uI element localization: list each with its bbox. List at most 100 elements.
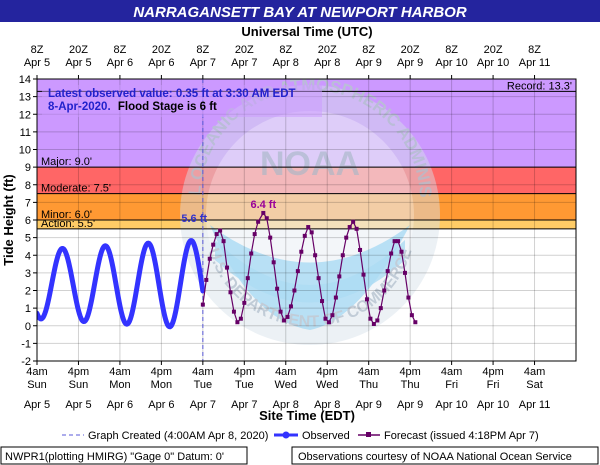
forecast-point xyxy=(207,256,212,261)
forecast-point xyxy=(354,226,359,231)
forecast-point xyxy=(364,297,369,302)
forecast-point xyxy=(396,239,401,244)
forecast-point xyxy=(378,306,383,311)
forecast-point xyxy=(330,313,335,318)
y-tick-label: 8 xyxy=(25,180,31,192)
y-tick-label: 9 xyxy=(25,162,31,174)
bottom-tick-time: 4pm xyxy=(234,366,255,378)
bottom-tick-time: 4pm xyxy=(399,366,420,378)
forecast-point xyxy=(358,247,363,252)
forecast-point xyxy=(351,219,356,224)
forecast-point xyxy=(204,277,209,282)
y-tick-label: 13 xyxy=(19,92,31,104)
top-tick-date: Apr 8 xyxy=(314,57,340,69)
bottom-tick-day: Thu xyxy=(359,379,378,391)
bottom-tick-time: 4am xyxy=(441,366,462,378)
top-tick-date: Apr 7 xyxy=(231,57,257,69)
forecast-point xyxy=(256,219,261,224)
forecast-point xyxy=(278,309,283,314)
bottom-tick-time: 4pm xyxy=(151,366,172,378)
top-tick-time: 8Z xyxy=(362,44,375,56)
y-tick-label: 10 xyxy=(19,145,31,157)
legend-graph-created: Graph Created (4:00AM Apr 8, 2020) xyxy=(88,430,268,442)
y-tick-label: 3 xyxy=(25,268,31,280)
legend-observed: Observed xyxy=(302,430,350,442)
observed-series xyxy=(37,238,206,330)
forecast-point xyxy=(275,286,280,291)
bottom-tick-day: Tue xyxy=(235,379,254,391)
forecast-point xyxy=(413,320,418,325)
top-tick-time: 20Z xyxy=(69,44,88,56)
top-tick-time: 8Z xyxy=(528,44,541,56)
bottom-tick-time: 4am xyxy=(26,366,47,378)
bottom-tick-time: 4am xyxy=(275,366,296,378)
y-tick-label: 14 xyxy=(19,74,31,86)
y-tick-label: 4 xyxy=(25,250,31,262)
forecast-point xyxy=(371,321,376,326)
forecast-point xyxy=(389,251,394,256)
y-tick-label: 11 xyxy=(20,127,31,139)
forecast-point xyxy=(218,228,223,233)
forecast-point xyxy=(252,232,257,237)
flood-stage-note: Flood Stage is 6 ft xyxy=(118,101,217,113)
bottom-tick-day: Mon xyxy=(151,379,172,391)
bottom-tick-date: Apr 11 xyxy=(519,399,551,411)
forecast-point xyxy=(221,239,226,244)
forecast-point xyxy=(368,316,373,321)
x-axis-label: Site Time (EDT) xyxy=(259,408,355,423)
forecast-point xyxy=(402,270,407,275)
bottom-tick-date: Apr 9 xyxy=(356,399,382,411)
forecast-point xyxy=(200,302,205,307)
y-tick-label: 12 xyxy=(19,109,31,121)
forecast-point xyxy=(211,242,216,247)
bottom-tick-date: Apr 10 xyxy=(435,399,467,411)
forecast-point xyxy=(406,295,411,300)
bottom-tick-day: Wed xyxy=(275,379,297,391)
bottom-tick-time: 4pm xyxy=(68,366,89,378)
bottom-tick-day: Thu xyxy=(401,379,420,391)
forecast-point xyxy=(306,225,311,230)
flood-label-major: Major: 9.0' xyxy=(41,156,92,168)
forecast-point xyxy=(340,253,345,258)
forecast-point xyxy=(375,318,380,323)
bottom-tick-day: Sat xyxy=(526,379,543,391)
flood-category-bands xyxy=(37,79,576,229)
bottom-tick-day: Fri xyxy=(445,379,458,391)
top-tick-time: 8Z xyxy=(114,44,127,56)
forecast-point xyxy=(309,230,314,235)
top-tick-date: Apr 9 xyxy=(356,57,382,69)
bottom-tick-date: Apr 5 xyxy=(65,399,91,411)
top-tick-time: 8Z xyxy=(31,44,44,56)
chart-title: NARRAGANSETT BAY AT NEWPORT HARBOR xyxy=(133,4,467,21)
top-tick-date: Apr 11 xyxy=(519,57,551,69)
top-tick-date: Apr 5 xyxy=(65,57,91,69)
y-tick-label: 7 xyxy=(25,197,31,209)
y-axis-label: Tide Height (ft) xyxy=(1,174,16,265)
footer-right: Observations courtesy of NOAA National O… xyxy=(298,451,572,463)
top-tick-date: Apr 8 xyxy=(273,57,299,69)
y-tick-label: 1 xyxy=(25,303,31,315)
forecast-point xyxy=(344,235,349,240)
bottom-tick-time: 4am xyxy=(109,366,130,378)
forecast-point xyxy=(382,288,387,293)
top-axis-label: Universal Time (UTC) xyxy=(241,24,372,39)
top-tick-time: 20Z xyxy=(401,44,420,56)
forecast-point xyxy=(316,276,321,281)
bottom-tick-time: 4am xyxy=(358,366,379,378)
forecast-point xyxy=(333,295,338,300)
bottom-tick-date: Apr 9 xyxy=(397,399,423,411)
forecast-point xyxy=(399,249,404,254)
bottom-tick-date: Apr 7 xyxy=(190,399,216,411)
bottom-tick-date: Apr 6 xyxy=(107,399,133,411)
footer-right-box xyxy=(291,446,599,465)
top-tick-date: Apr 6 xyxy=(107,57,133,69)
bottom-tick-day: Sun xyxy=(27,379,47,391)
forecast-point xyxy=(214,232,219,237)
forecast-point xyxy=(292,288,297,293)
observed-line xyxy=(37,238,206,330)
bottom-tick-time: 4pm xyxy=(317,366,338,378)
forecast-point xyxy=(242,300,247,305)
bottom-tick-time: 4am xyxy=(524,366,545,378)
peak-label-forecast: 6.4 ft xyxy=(250,199,276,211)
